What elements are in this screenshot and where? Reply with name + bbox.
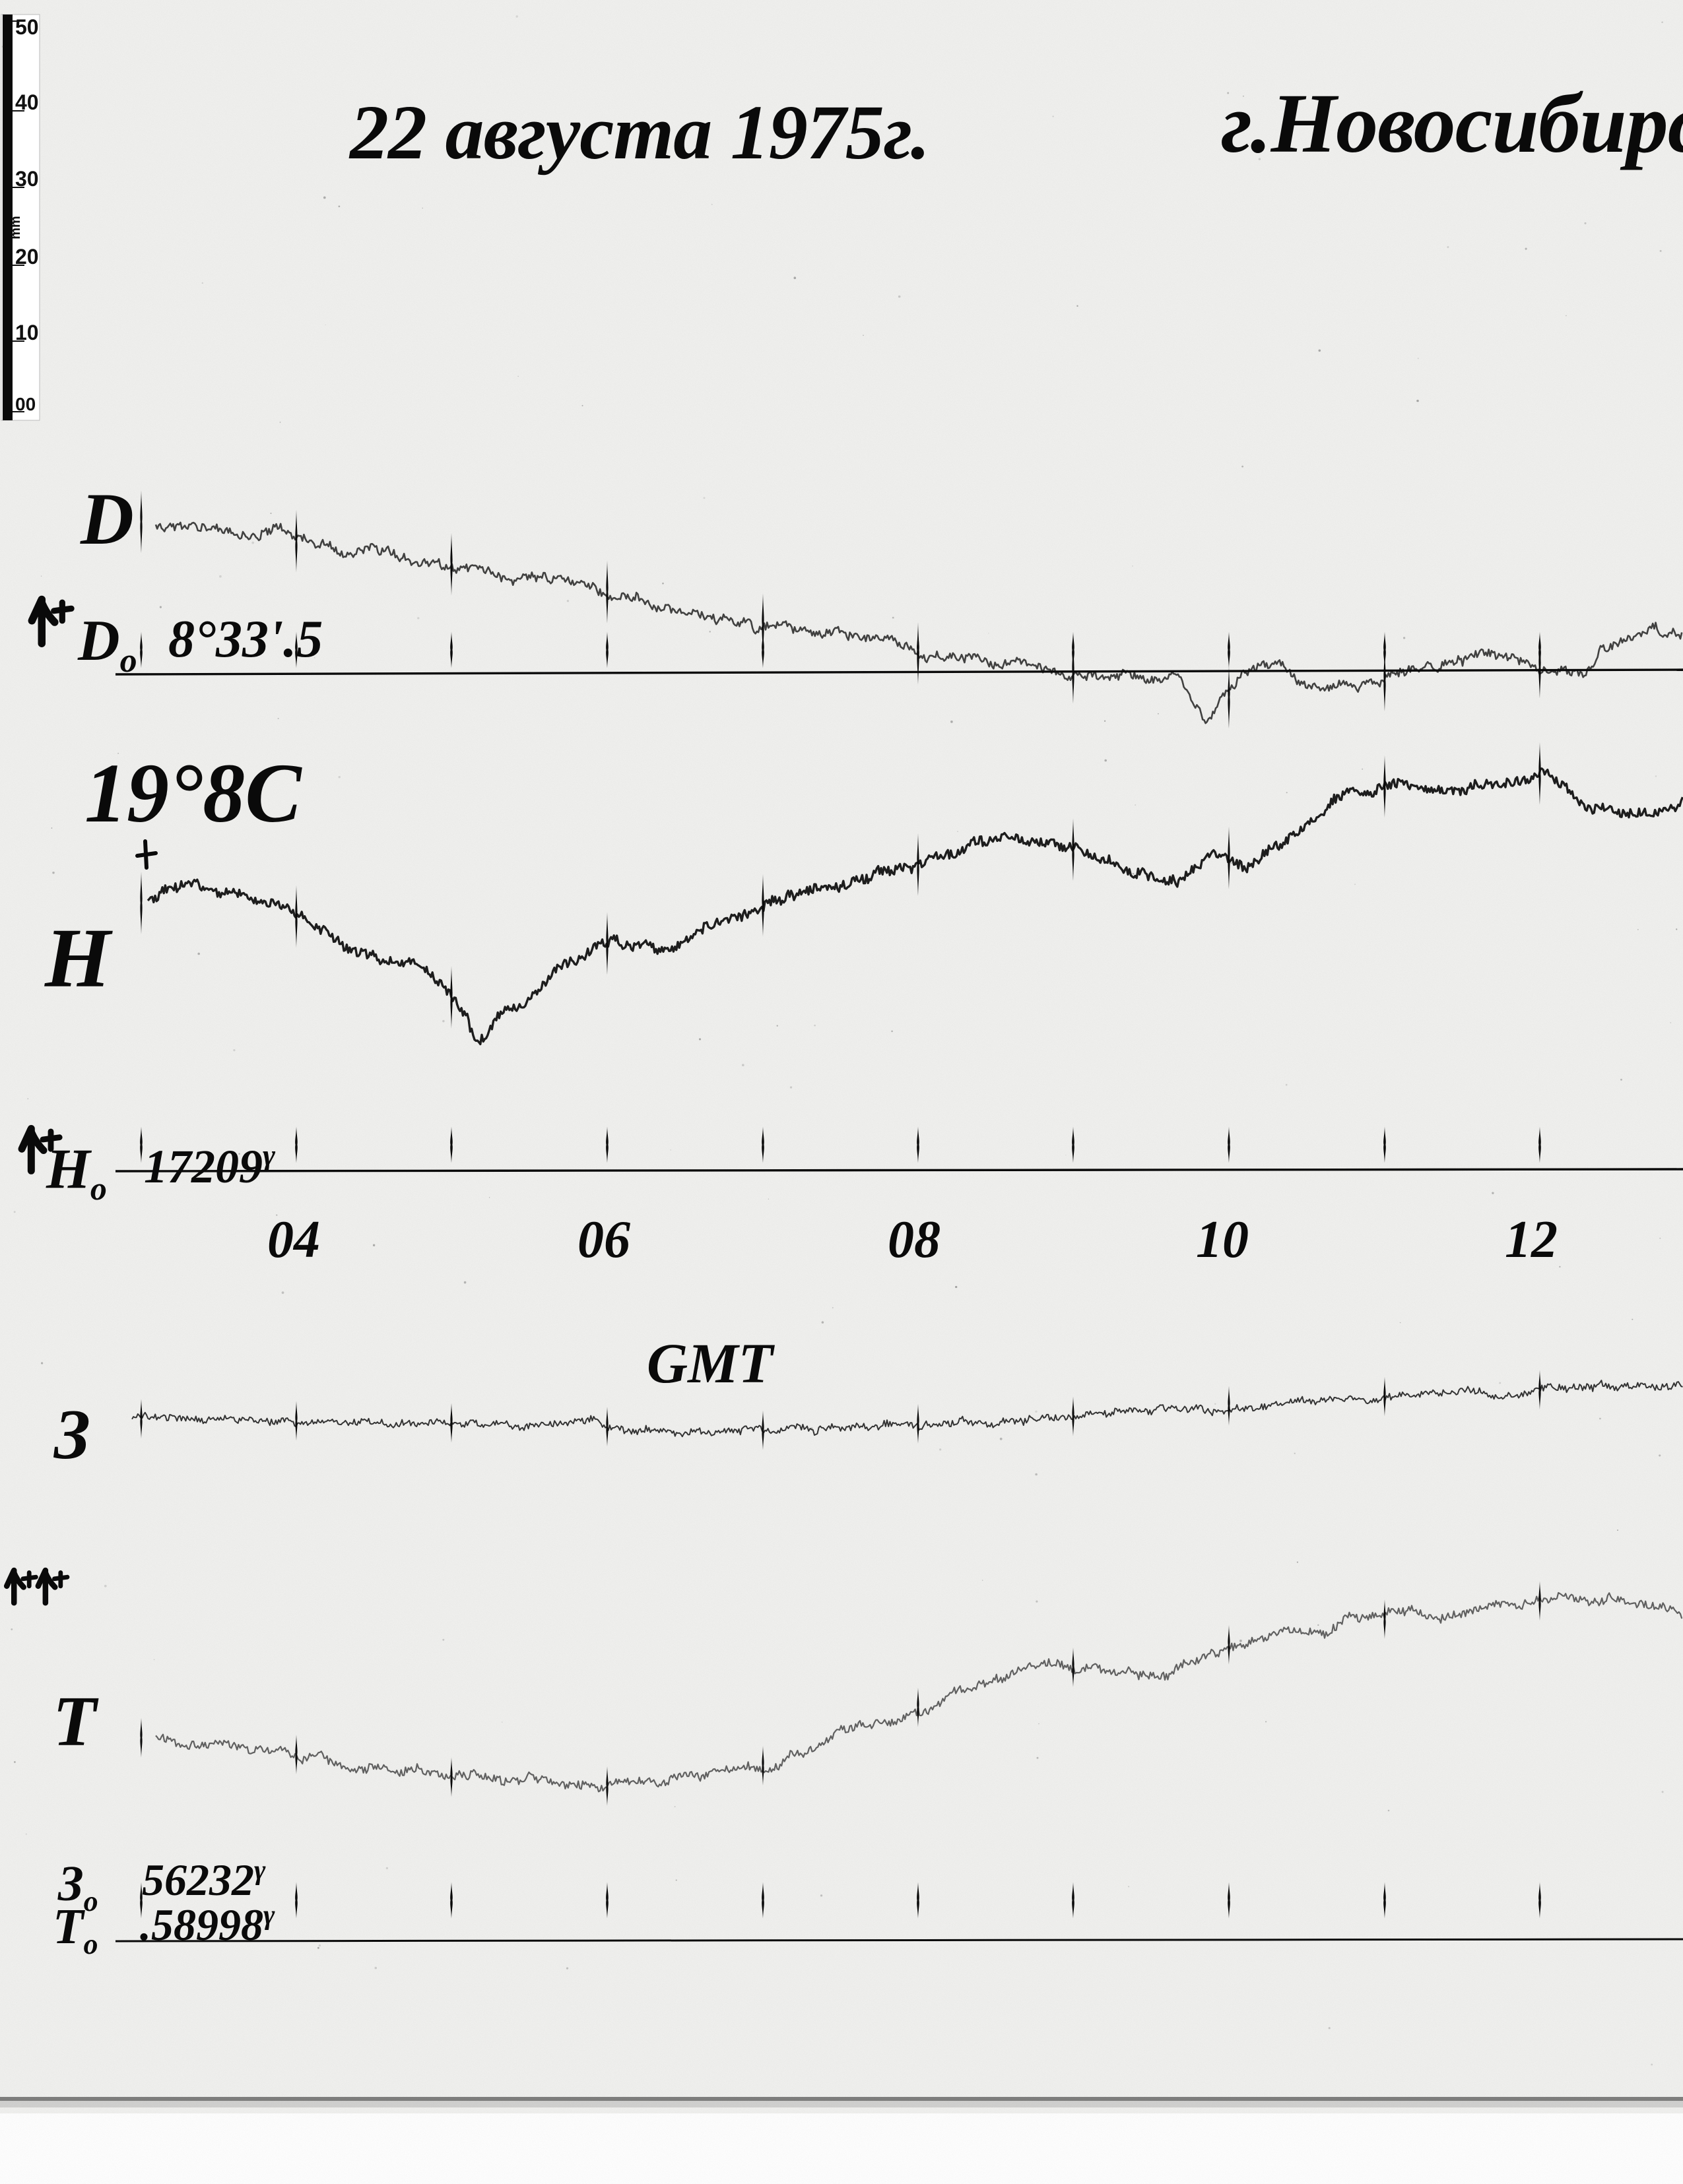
- svg-text:17209γ: 17209γ: [144, 1138, 276, 1193]
- svg-text:08: 08: [888, 1211, 940, 1269]
- svg-text:mm: mm: [9, 216, 23, 240]
- svg-text:19°8C: 19°8C: [84, 746, 302, 840]
- svg-text:8°33'.5: 8°33'.5: [168, 610, 323, 668]
- svg-text:З: З: [53, 1396, 90, 1474]
- svg-text:12: 12: [1505, 1211, 1558, 1269]
- svg-text:GMT: GMT: [647, 1332, 776, 1395]
- svg-text:04: 04: [267, 1211, 320, 1269]
- svg-text:г.Новосибирск: г.Новосибирск: [1221, 77, 1683, 170]
- svg-text:22 августа 1975г.: 22 августа 1975г.: [348, 89, 929, 176]
- svg-text:Т: Т: [53, 1683, 99, 1761]
- svg-text:06: 06: [578, 1211, 630, 1269]
- svg-text:56232γ: 56232γ: [142, 1855, 266, 1905]
- svg-text:.58998γ: .58998γ: [140, 1900, 275, 1950]
- svg-text:H: H: [44, 911, 113, 1005]
- svg-text:10: 10: [1196, 1211, 1249, 1269]
- svg-text:50: 50: [15, 15, 39, 39]
- svg-text:D: D: [80, 478, 134, 560]
